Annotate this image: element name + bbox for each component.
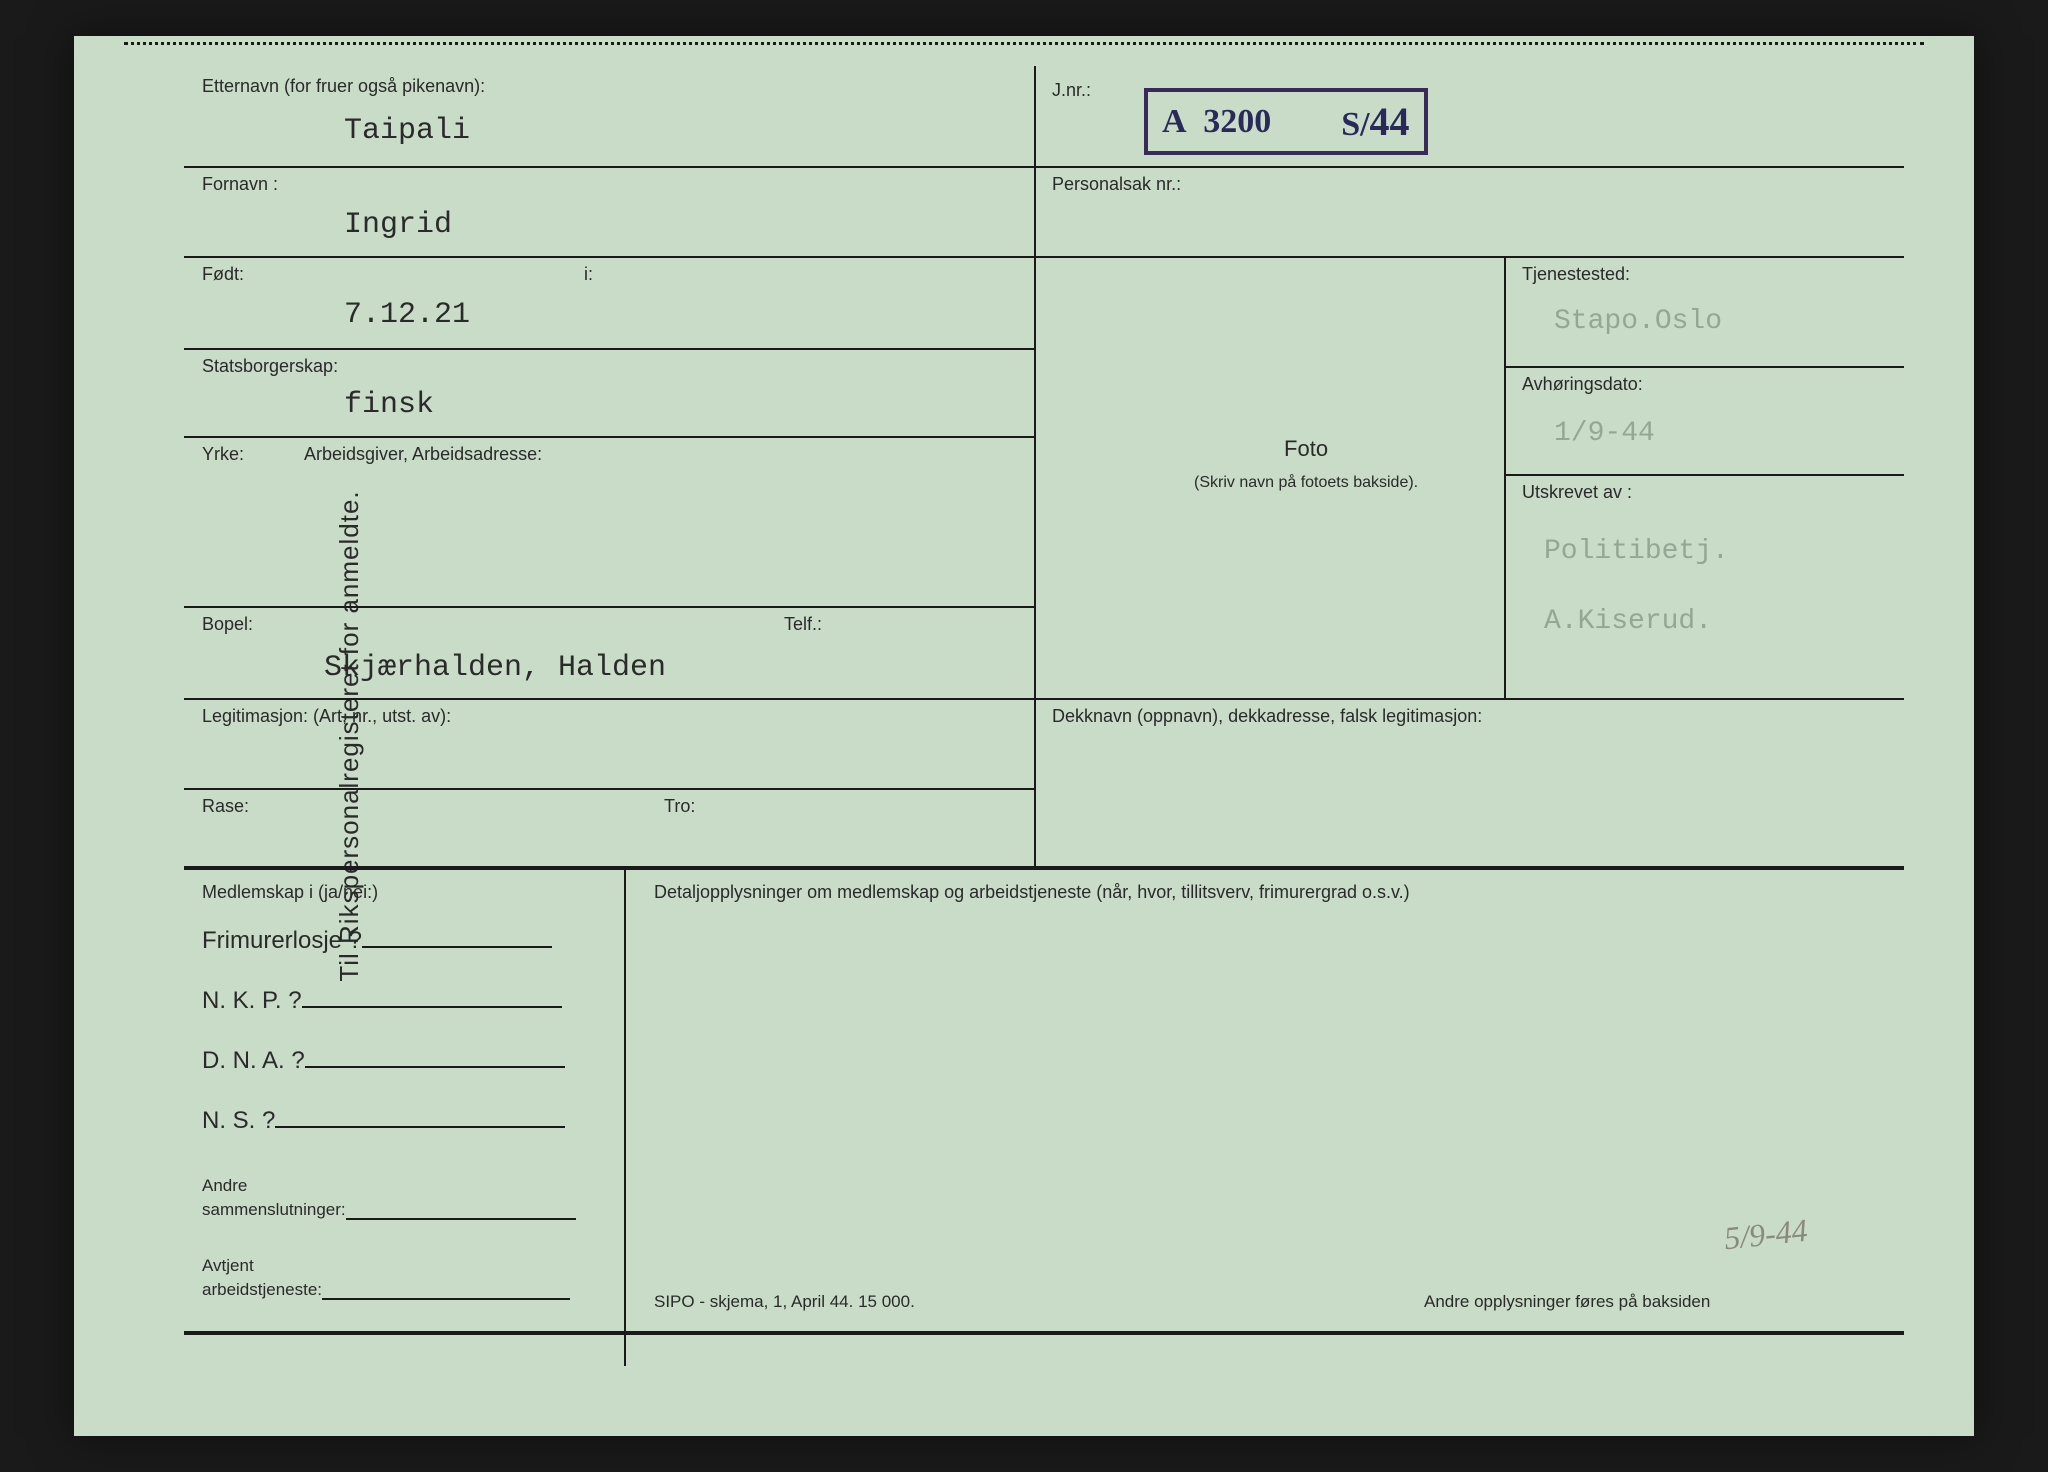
divider [184, 436, 1034, 438]
label-medlemskap: Medlemskap i (ja/nei:) [202, 882, 378, 903]
label-fotohint: (Skriv navn på fotoets bakside). [1194, 474, 1418, 492]
label-bopel: Bopel: [202, 614, 253, 635]
label-yrke: Yrke: [202, 444, 244, 465]
field-ns: N. S. ? [202, 1104, 565, 1135]
penciled-date: 5/9-44 [1722, 1212, 1809, 1258]
label-fodt: Født: [202, 264, 244, 285]
label-tjenestested: Tjenestested: [1522, 264, 1630, 285]
divider-lower-v [624, 866, 626, 1366]
label-statsborgerskap: Statsborgerskap: [202, 356, 338, 377]
divider-v2 [1504, 256, 1506, 698]
divider-v [1034, 66, 1036, 866]
field-dna: D. N. A. ? [202, 1044, 565, 1075]
value-fodt: 7.12.21 [344, 298, 470, 332]
foto-block: Foto (Skriv navn på fotoets bakside). [1194, 436, 1418, 492]
stamp-a: A [1162, 103, 1185, 140]
divider-main [184, 866, 1904, 870]
field-frimurer: Frimurerlosje ? [202, 924, 552, 955]
stamp-s: S/ [1341, 106, 1369, 143]
sipo-footer: SIPO - skjema, 1, April 44. 15 000. [654, 1292, 915, 1312]
divider [184, 348, 1034, 350]
label-andre-samm: Andresammenslutninger: [202, 1176, 576, 1220]
divider [184, 166, 1034, 168]
andre-opp-footer: Andre opplysninger føres på baksiden [1424, 1292, 1710, 1312]
divider [1504, 366, 1904, 368]
value-statsborgerskap: finsk [344, 388, 434, 422]
value-avhoringsdato: 1/9-44 [1554, 418, 1655, 449]
registration-card: Til Rikspersonalregisteret for anmeldte.… [74, 36, 1974, 1436]
value-utskrevet2: A.Kiserud. [1544, 606, 1712, 637]
stamp-44: 44 [1370, 99, 1410, 144]
label-tro: Tro: [664, 796, 695, 817]
divider [184, 606, 1034, 608]
label-foto: Foto [1194, 436, 1418, 462]
value-tjenestested: Stapo.Oslo [1554, 306, 1722, 337]
label-avhoringsdato: Avhøringsdato: [1522, 374, 1643, 395]
value-utskrevet1: Politibetj. [1544, 536, 1729, 567]
divider [1034, 166, 1904, 168]
divider [1504, 474, 1904, 476]
label-legitimasjon: Legitimasjon: (Art, nr., utst. av): [202, 706, 451, 727]
value-etternavn: Taipali [344, 114, 470, 148]
label-rase: Rase: [202, 796, 249, 817]
label-dekknavn: Dekknavn (oppnavn), dekkadresse, falsk l… [1052, 706, 1482, 727]
stamp-num: 3200 [1203, 103, 1271, 140]
label-fodt-i: i: [584, 264, 593, 285]
label-avtjent: Avtjentarbeidstjeneste: [202, 1256, 570, 1300]
label-etternavn: Etternavn (for fruer også pikenavn): [202, 76, 485, 97]
label-utskrevet: Utskrevet av : [1522, 482, 1632, 503]
label-telf: Telf.: [784, 614, 822, 635]
card-body: Etternavn (for fruer også pikenavn): Tai… [184, 66, 1924, 1376]
footer-line [184, 1331, 1904, 1335]
divider [184, 788, 1034, 790]
label-arbeidsgiver: Arbeidsgiver, Arbeidsadresse: [304, 444, 542, 465]
divider [184, 698, 1904, 700]
divider [184, 256, 1904, 258]
stamp-box: A 3200 S/44 [1144, 88, 1428, 155]
value-fornavn: Ingrid [344, 208, 452, 242]
perforated-edge [124, 42, 1924, 45]
label-personalsak: Personalsak nr.: [1052, 174, 1181, 195]
label-jnr: J.nr.: [1052, 80, 1091, 101]
value-bopel: Skjærhalden, Halden [324, 651, 666, 685]
label-detaljopplysninger: Detaljopplysninger om medlemskap og arbe… [654, 882, 1410, 903]
field-nkp: N. K. P. ? [202, 984, 562, 1015]
label-fornavn: Fornavn : [202, 174, 278, 195]
